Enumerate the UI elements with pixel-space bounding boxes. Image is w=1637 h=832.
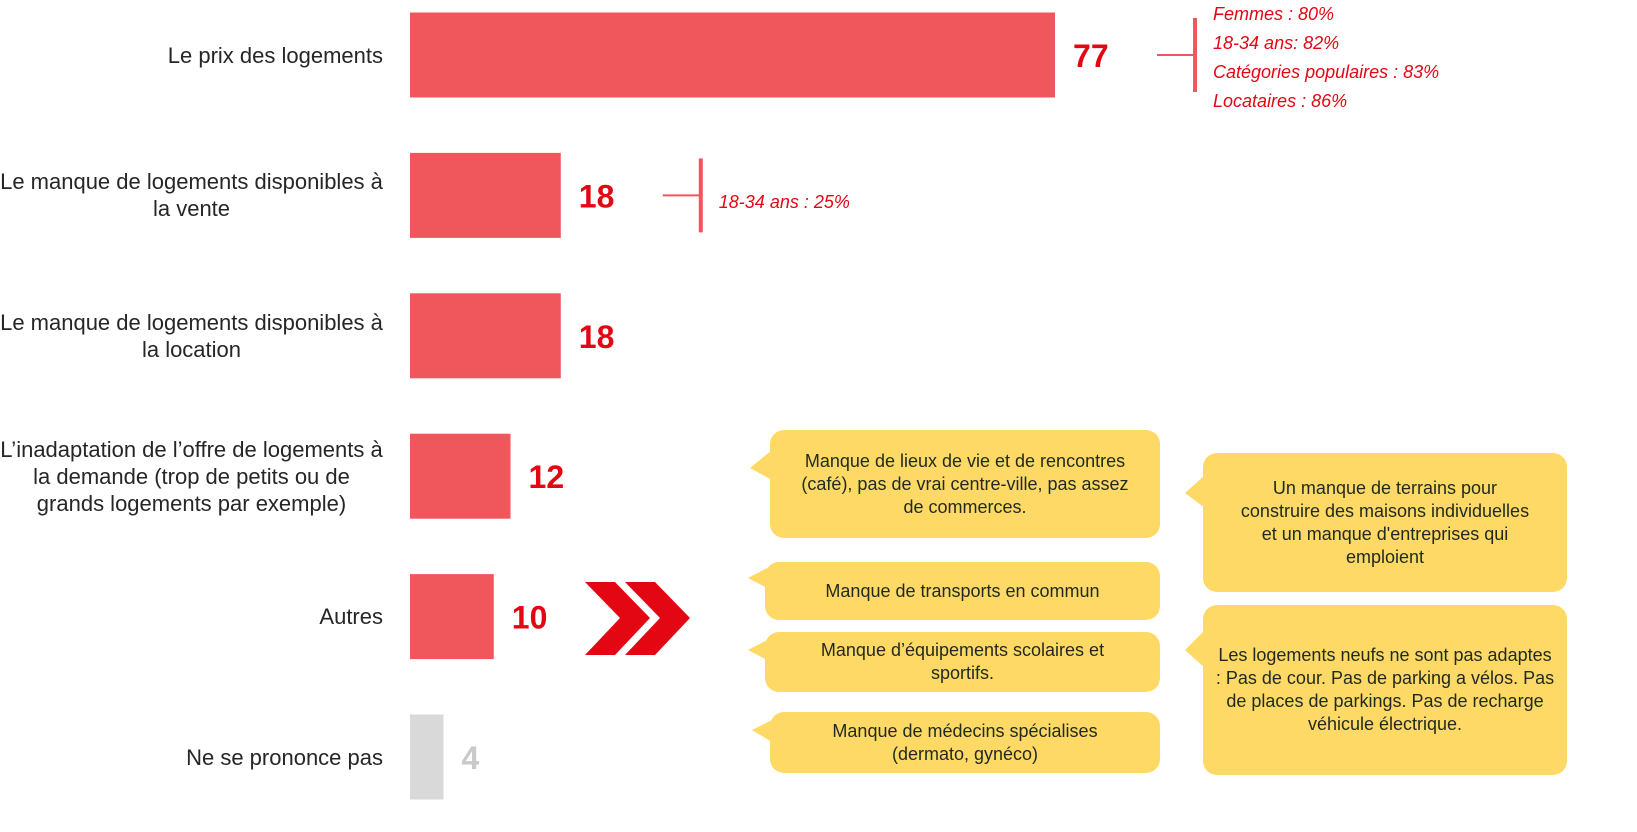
chevrons xyxy=(585,582,690,655)
category-label: Le prix des logements xyxy=(167,42,383,68)
category-label-box: L’inadaptation de l’offre de logements à… xyxy=(0,406,383,546)
callout: Manque de transports en commun xyxy=(765,562,1160,620)
annotation-line: 18-34 ans : 25% xyxy=(718,191,850,212)
category-label: Ne se prononce pas xyxy=(186,744,383,770)
annotation-line: Catégories populaires : 83% xyxy=(1213,62,1440,82)
bar xyxy=(410,574,494,660)
category-label-box: Autres xyxy=(319,547,383,687)
bar xyxy=(410,12,1056,98)
value-label: 12 xyxy=(529,459,565,495)
callout: Manque de médecins spécialises (dermato,… xyxy=(770,712,1160,773)
callout: Manque de lieux de vie et de rencontres … xyxy=(770,430,1160,538)
annotation: 18-34 ans : 25% xyxy=(719,188,850,217)
bar xyxy=(410,293,561,379)
category-label-box: Le manque de logements disponibles à la … xyxy=(0,125,383,265)
category-label-box: Ne se prononce pas xyxy=(186,687,383,827)
callout-tails xyxy=(748,450,1205,742)
bar xyxy=(410,433,511,519)
category-label: L’inadaptation de l’offre de logements à… xyxy=(0,436,383,516)
callout: Les logements neufs ne sont pas adaptes … xyxy=(1203,605,1567,775)
annotation: Femmes : 80% 18-34 ans: 82% Catégories pop… xyxy=(1213,0,1439,116)
value-label: 10 xyxy=(512,600,548,636)
category-label-box: Le manque de logements disponibles à la … xyxy=(0,266,383,406)
value-label: 18 xyxy=(579,178,615,214)
annotation-line: Locataires : 86% xyxy=(1213,91,1348,111)
callout: Manque d’équipements scolaires et sporti… xyxy=(765,632,1160,692)
callout: Un manque de terrains pour construire de… xyxy=(1203,453,1567,592)
category-label-box: Le prix des logements xyxy=(168,0,383,125)
category-label: Autres xyxy=(319,604,383,630)
value-label: 4 xyxy=(462,740,480,776)
category-label: Le manque de logements disponibles à la … xyxy=(0,309,383,362)
annotation-line: Femmes : 80% xyxy=(1213,4,1335,24)
category-label: Le manque de logements disponibles à la … xyxy=(0,169,383,222)
annotation-line: 18-34 ans: 82% xyxy=(1213,33,1340,53)
bar xyxy=(410,152,561,238)
bar xyxy=(410,714,444,800)
value-label: 18 xyxy=(579,319,615,355)
value-label: 77 xyxy=(1073,38,1109,74)
